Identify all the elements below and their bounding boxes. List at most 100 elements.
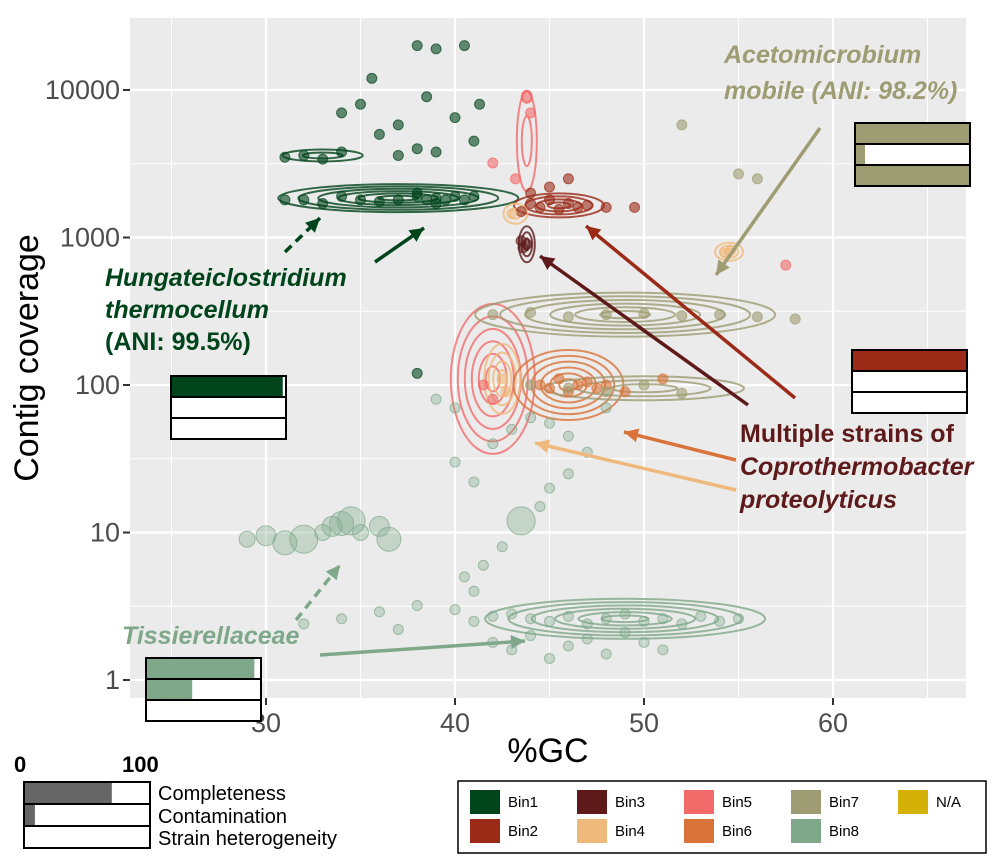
legend-label: Bin2	[508, 823, 538, 840]
data-point	[789, 313, 801, 325]
data-point	[487, 309, 499, 321]
data-point	[581, 633, 593, 645]
data-point	[336, 613, 348, 625]
legend-swatch	[577, 819, 607, 843]
data-point	[411, 599, 423, 611]
data-point	[468, 476, 480, 488]
bin4-contour	[487, 351, 517, 407]
data-point	[714, 309, 726, 321]
data-point	[751, 311, 763, 323]
data-point	[411, 367, 423, 379]
y-tick-label: 100	[75, 370, 120, 400]
data-point	[279, 194, 291, 206]
quality-bar-fill	[856, 166, 969, 185]
bin7-contour	[549, 302, 702, 327]
data-point	[534, 201, 546, 213]
data-point	[298, 194, 310, 206]
data-point	[430, 146, 442, 158]
data-point	[376, 526, 402, 552]
arrow-bin6-head	[624, 428, 640, 443]
bin7-contour	[499, 295, 752, 334]
data-point	[581, 618, 593, 630]
bin6-contour	[521, 354, 616, 416]
data-point	[487, 438, 499, 450]
legend-label: Bin7	[829, 794, 859, 811]
data-point	[676, 119, 688, 131]
data-point	[544, 382, 555, 394]
quality-bar	[851, 349, 968, 414]
data-point	[562, 198, 574, 210]
bin4-contour	[492, 360, 513, 398]
data-point	[525, 412, 537, 424]
data-point	[544, 181, 555, 193]
x-tick-label: 60	[818, 708, 848, 738]
data-point	[657, 373, 669, 385]
legend-swatch	[684, 819, 714, 843]
legend-swatch	[577, 790, 607, 814]
quality-bar-row	[170, 396, 287, 419]
data-point	[329, 511, 355, 537]
data-point	[238, 530, 256, 548]
legend-label: Bin4	[615, 823, 645, 840]
arrow-bin8	[319, 639, 526, 657]
data-point	[562, 311, 574, 323]
data-point	[525, 613, 537, 625]
data-point	[525, 630, 537, 642]
data-point	[458, 571, 470, 583]
annotation-arrows	[283, 126, 822, 657]
x-tick-label: 40	[440, 708, 470, 738]
legend-swatch	[470, 819, 500, 843]
data-point	[496, 541, 508, 553]
x-tick-label: 50	[629, 708, 659, 738]
data-point	[336, 190, 348, 202]
data-point	[392, 149, 404, 161]
arrow-bin8-head	[510, 634, 525, 649]
data-point	[279, 151, 291, 163]
annotation-line: (ANI: 99.5%)	[105, 328, 251, 356]
data-point	[553, 373, 565, 385]
data-point	[430, 43, 442, 55]
key-row-completeness: Completeness	[158, 783, 286, 805]
quality-bar-row	[851, 391, 968, 414]
data-point	[506, 506, 536, 536]
grid	[130, 15, 966, 698]
bin8-contour	[577, 611, 673, 627]
data-point	[352, 524, 369, 541]
data-point	[515, 206, 527, 218]
arrow-bin6	[623, 430, 737, 462]
data-point	[458, 194, 470, 206]
key-min-label: 0	[14, 752, 26, 777]
bin1-contour	[297, 185, 500, 211]
data-point	[368, 515, 390, 537]
quality-bar-fill	[853, 351, 966, 370]
data-point	[411, 187, 423, 199]
series-bin7	[487, 119, 801, 399]
x-axis-title: %GC	[507, 732, 588, 770]
data-point	[525, 307, 537, 319]
data-point	[506, 423, 518, 435]
quality-bar-row	[170, 417, 287, 440]
key-bar-row	[23, 825, 151, 849]
data-point	[515, 235, 527, 247]
data-point	[525, 187, 537, 199]
data-point	[534, 379, 546, 391]
data-point	[487, 393, 499, 405]
series-bin3	[515, 235, 533, 254]
annotation-line: thermocellum	[105, 296, 269, 324]
data-point	[411, 40, 423, 52]
data-point	[676, 310, 688, 322]
data-point	[421, 91, 433, 103]
annotation-line: Acetomicrobium	[723, 41, 921, 69]
data-point	[449, 456, 461, 468]
data-point	[591, 382, 603, 394]
data-point	[619, 626, 631, 638]
data-point	[468, 190, 480, 202]
quality-bar-fill	[172, 377, 283, 396]
data-point	[496, 373, 508, 385]
arrow-bin2-head	[586, 226, 602, 241]
data-point	[544, 417, 555, 429]
data-point	[421, 194, 433, 206]
legend-swatch	[684, 790, 714, 814]
data-point	[477, 559, 489, 571]
